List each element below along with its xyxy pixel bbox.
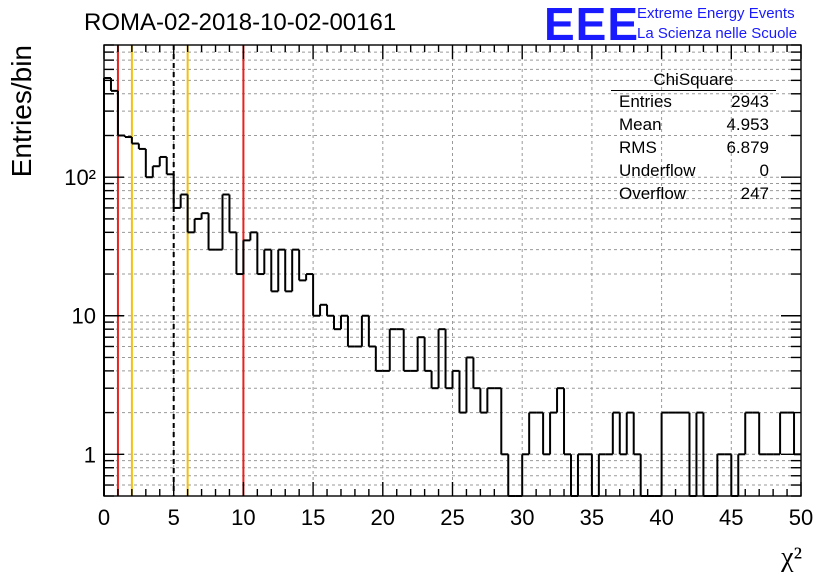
- stats-row-overflow: Overflow 247: [619, 184, 769, 207]
- x-tick-label: 10: [231, 505, 255, 530]
- x-tick-label: 0: [98, 505, 110, 530]
- stats-label: Entries: [619, 92, 672, 111]
- x-tick-label: 20: [371, 505, 395, 530]
- x-tick-label: 30: [510, 505, 534, 530]
- stats-divider: [611, 90, 776, 91]
- y-tick-label: 10: [72, 304, 96, 329]
- x-tick-label: 50: [789, 505, 813, 530]
- x-tick-label: 25: [440, 505, 464, 530]
- logo-line-2: La Scienza nelle Scuole: [637, 25, 798, 42]
- stats-value: 2943: [731, 92, 769, 111]
- stats-value: 0: [759, 161, 769, 180]
- stats-value: 4.953: [726, 115, 769, 134]
- stats-value: 247: [740, 184, 769, 203]
- stats-value: 6.879: [726, 138, 769, 157]
- stats-title: ChiSquare: [653, 70, 734, 89]
- y-tick-label: 1: [84, 442, 96, 467]
- logo-mark: EEE: [544, 0, 640, 50]
- stats-row-entries: Entries 2943: [619, 92, 769, 115]
- x-tick-label: 15: [301, 505, 325, 530]
- stats-box: ChiSquare Entries 2943 Mean 4.953 RMS 6.…: [611, 68, 776, 208]
- run-title: ROMA-02-2018-10-02-00161: [84, 9, 397, 36]
- x-tick-label: 5: [168, 505, 180, 530]
- reference-lines: [116, 45, 245, 496]
- x-axis-title: χ²: [780, 542, 802, 572]
- stats-label: Mean: [619, 115, 662, 134]
- y-tick-label: 10²: [64, 165, 96, 190]
- stats-row-rms: RMS 6.879: [619, 138, 769, 161]
- x-tick-label: 35: [580, 505, 604, 530]
- axes: 0 5 10 15 20 25 30 35 40 45 50 1 10 10² Entries/bin χ²: [6, 44, 813, 572]
- stats-label: RMS: [619, 138, 657, 157]
- y-axis-title: Entries/bin: [6, 45, 37, 177]
- x-tick-label: 40: [649, 505, 673, 530]
- logo-line-1: Extreme Energy Events: [637, 5, 795, 22]
- x-tick-label: 45: [719, 505, 743, 530]
- stats-label: Overflow: [619, 184, 687, 203]
- stats-row-mean: Mean 4.953: [619, 115, 769, 138]
- stats-row-underflow: Underflow 0: [619, 161, 769, 184]
- stats-label: Underflow: [619, 161, 696, 180]
